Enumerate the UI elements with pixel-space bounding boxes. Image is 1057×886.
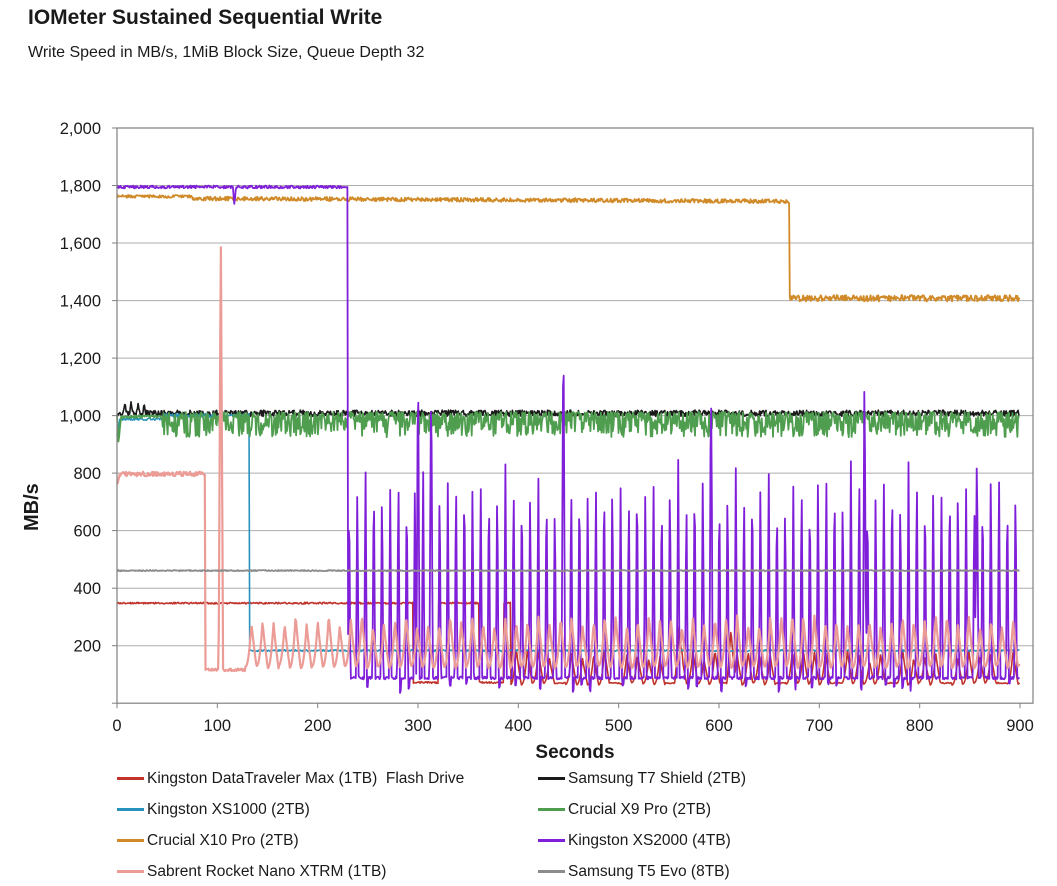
legend-label-samsung-t7-shield-2tb: Samsung T7 Shield (2TB)	[568, 769, 747, 787]
legend-item-kingston-xs2000-4tb: Kingston XS2000 (4TB)	[538, 832, 958, 850]
x-tick-label-100: 100	[204, 717, 232, 735]
y-tick-label-400: 400	[73, 580, 101, 598]
legend-item-crucial-x9-pro-2tb: Crucial X9 Pro (2TB)	[538, 801, 958, 819]
legend-label-kingston-xs2000-4tb: Kingston XS2000 (4TB)	[568, 831, 731, 849]
legend-item-sabrent-rocket-nano-xtrm-1tb: Sabrent Rocket Nano XTRM (1TB)	[117, 863, 538, 881]
legend-item-samsung-t5-evo-8tb: Samsung T5 Evo (8TB)	[538, 863, 958, 881]
legend-item-kingston-datatraveler-max-1tb-flash-drive: Kingston DataTraveler Max (1TB) Flash Dr…	[117, 770, 538, 788]
y-tick-label-1200: 1,200	[60, 350, 101, 368]
legend-label-kingston-xs1000-2tb: Kingston XS1000 (2TB)	[147, 800, 310, 818]
legend-swatch-kingston-datatraveler-max-1tb-flash-drive	[117, 777, 144, 780]
x-axis-title: Seconds	[535, 742, 614, 763]
line-sabrent-rocket-nano-xtrm-1tb	[116, 246, 1021, 673]
legend-label-sabrent-rocket-nano-xtrm-1tb: Sabrent Rocket Nano XTRM (1TB)	[147, 862, 387, 880]
x-tick-label-600: 600	[705, 717, 733, 735]
x-tick-label-400: 400	[505, 717, 533, 735]
x-tick-label-500: 500	[605, 717, 633, 735]
y-axis-title: MB/s	[21, 483, 43, 531]
y-tick-label-800: 800	[73, 465, 101, 483]
chart-legend: Kingston DataTraveler Max (1TB) Flash Dr…	[117, 763, 958, 886]
legend-label-crucial-x9-pro-2tb: Crucial X9 Pro (2TB)	[568, 800, 711, 818]
legend-swatch-sabrent-rocket-nano-xtrm-1tb	[117, 870, 144, 873]
y-tick-label-1400: 1,400	[60, 293, 101, 311]
line-crucial-x9-pro-2tb	[116, 411, 1020, 443]
y-tick-label-200: 200	[73, 638, 101, 656]
legend-label-crucial-x10-pro-2tb: Crucial X10 Pro (2TB)	[147, 831, 299, 849]
legend-item-crucial-x10-pro-2tb: Crucial X10 Pro (2TB)	[117, 832, 538, 850]
y-tick-label-2000: 2,000	[60, 120, 101, 138]
x-tick-label-200: 200	[304, 717, 332, 735]
x-tick-label-900: 900	[1006, 717, 1034, 735]
legend-label-samsung-t5-evo-8tb: Samsung T5 Evo (8TB)	[568, 862, 730, 880]
legend-swatch-crucial-x10-pro-2tb	[117, 839, 144, 842]
legend-item-samsung-t7-shield-2tb: Samsung T7 Shield (2TB)	[538, 770, 958, 788]
line-samsung-t5-evo-8tb	[116, 569, 1020, 573]
y-tick-label-1000: 1,000	[60, 408, 101, 426]
x-tick-label-700: 700	[806, 717, 834, 735]
legend-swatch-samsung-t5-evo-8tb	[538, 870, 565, 873]
legend-swatch-samsung-t7-shield-2tb	[538, 777, 565, 780]
legend-swatch-crucial-x9-pro-2tb	[538, 808, 565, 811]
line-crucial-x10-pro-2tb	[116, 194, 1021, 303]
chart-title: IOMeter Sustained Sequential Write	[28, 6, 383, 29]
line-kingston-xs2000-4tb	[116, 184, 1020, 694]
legend-label-kingston-datatraveler-max-1tb-flash-drive: Kingston DataTraveler Max (1TB) Flash Dr…	[147, 769, 465, 787]
y-tick-label-600: 600	[73, 523, 101, 541]
y-tick-label-1600: 1,600	[60, 235, 101, 253]
y-tick-label-1800: 1,800	[60, 178, 101, 196]
plot-border	[116, 127, 1034, 704]
x-tick-label-0: 0	[112, 717, 121, 735]
legend-item-kingston-xs1000-2tb: Kingston XS1000 (2TB)	[117, 801, 538, 819]
x-tick-label-300: 300	[404, 717, 432, 735]
x-tick-label-800: 800	[906, 717, 934, 735]
legend-swatch-kingston-xs2000-4tb	[538, 839, 565, 842]
chart-subtitle: Write Speed in MB/s, 1MiB Block Size, Qu…	[28, 44, 425, 61]
legend-swatch-kingston-xs1000-2tb	[117, 808, 144, 811]
